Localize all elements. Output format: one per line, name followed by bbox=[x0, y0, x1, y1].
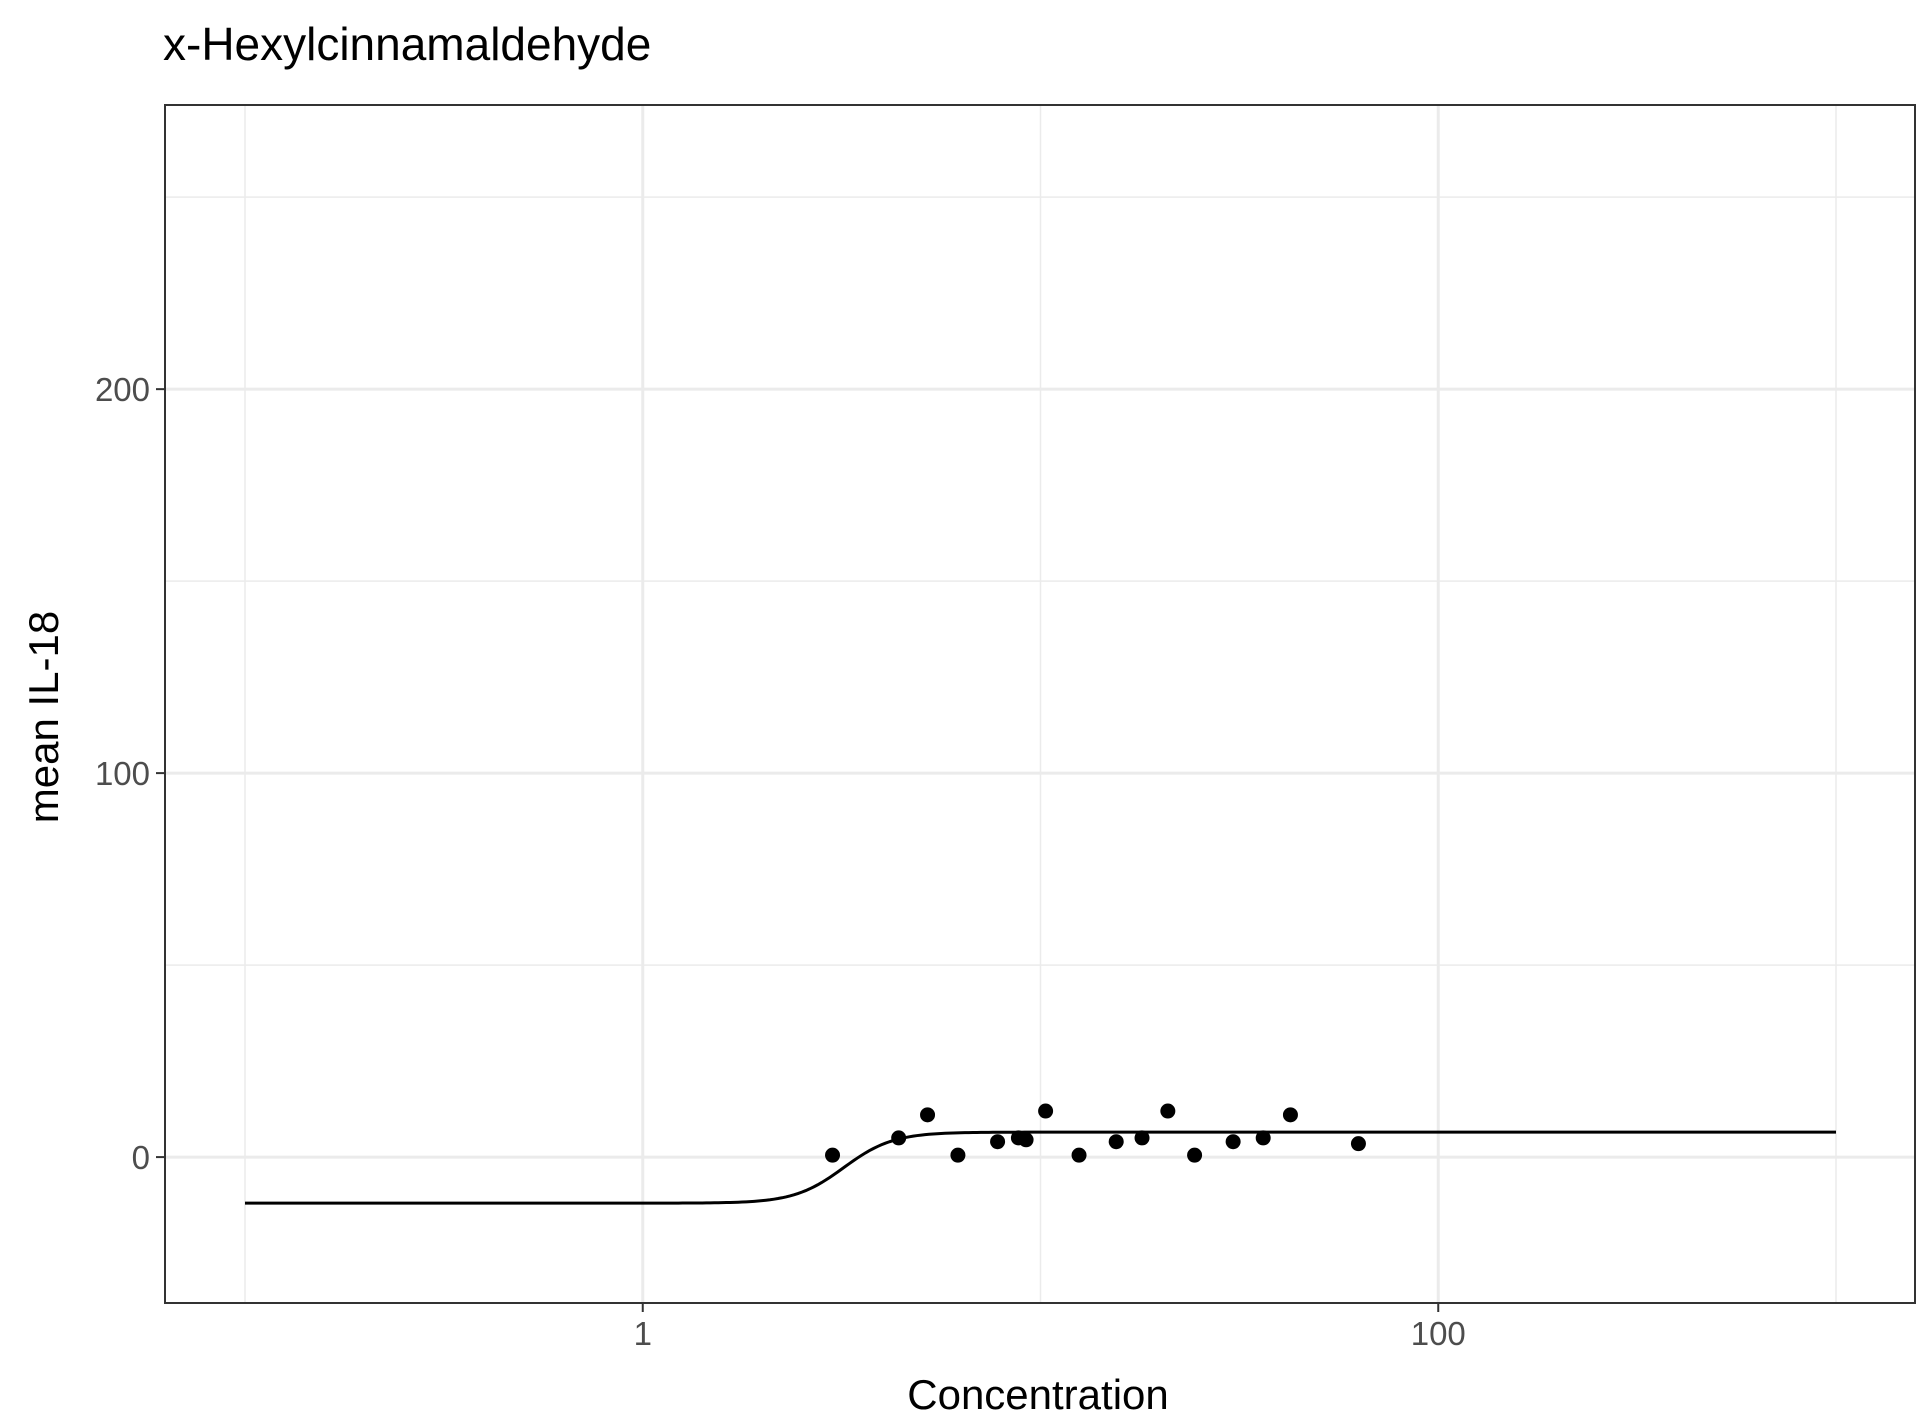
y-tick-label: 200 bbox=[95, 371, 150, 408]
axis-ticks-layer: 1 100 0 100 200 bbox=[95, 371, 1466, 1352]
data-point bbox=[950, 1147, 966, 1163]
panel-border bbox=[164, 104, 1916, 1304]
y-tick-label: 0 bbox=[132, 1139, 150, 1176]
data-point bbox=[825, 1147, 841, 1163]
x-tick-label: 1 bbox=[634, 1315, 652, 1352]
data-points-layer bbox=[825, 1103, 1366, 1163]
x-axis-title: Concentration bbox=[907, 1371, 1169, 1418]
fitted-curve bbox=[245, 1130, 1836, 1205]
data-point bbox=[1038, 1103, 1054, 1119]
fitted-curve-layer bbox=[245, 1130, 1836, 1205]
data-point bbox=[1255, 1130, 1271, 1146]
data-point bbox=[1160, 1103, 1176, 1119]
data-point bbox=[1018, 1132, 1034, 1148]
data-point bbox=[1108, 1134, 1124, 1150]
grid-lines bbox=[165, 105, 1915, 1303]
data-point bbox=[990, 1134, 1006, 1150]
data-point bbox=[1225, 1134, 1241, 1150]
data-point bbox=[1187, 1147, 1203, 1163]
panel-border-layer bbox=[164, 104, 1916, 1304]
data-point bbox=[891, 1130, 907, 1146]
y-axis-title: mean IL-18 bbox=[20, 611, 67, 823]
data-point bbox=[1134, 1130, 1150, 1146]
y-tick-label: 100 bbox=[95, 755, 150, 792]
x-tick-label: 100 bbox=[1411, 1315, 1466, 1352]
chart-title: x-Hexylcinnamaldehyde bbox=[163, 18, 651, 70]
data-point bbox=[1350, 1136, 1366, 1152]
data-point bbox=[1071, 1147, 1087, 1163]
data-point bbox=[1282, 1107, 1298, 1123]
data-point bbox=[920, 1107, 936, 1123]
